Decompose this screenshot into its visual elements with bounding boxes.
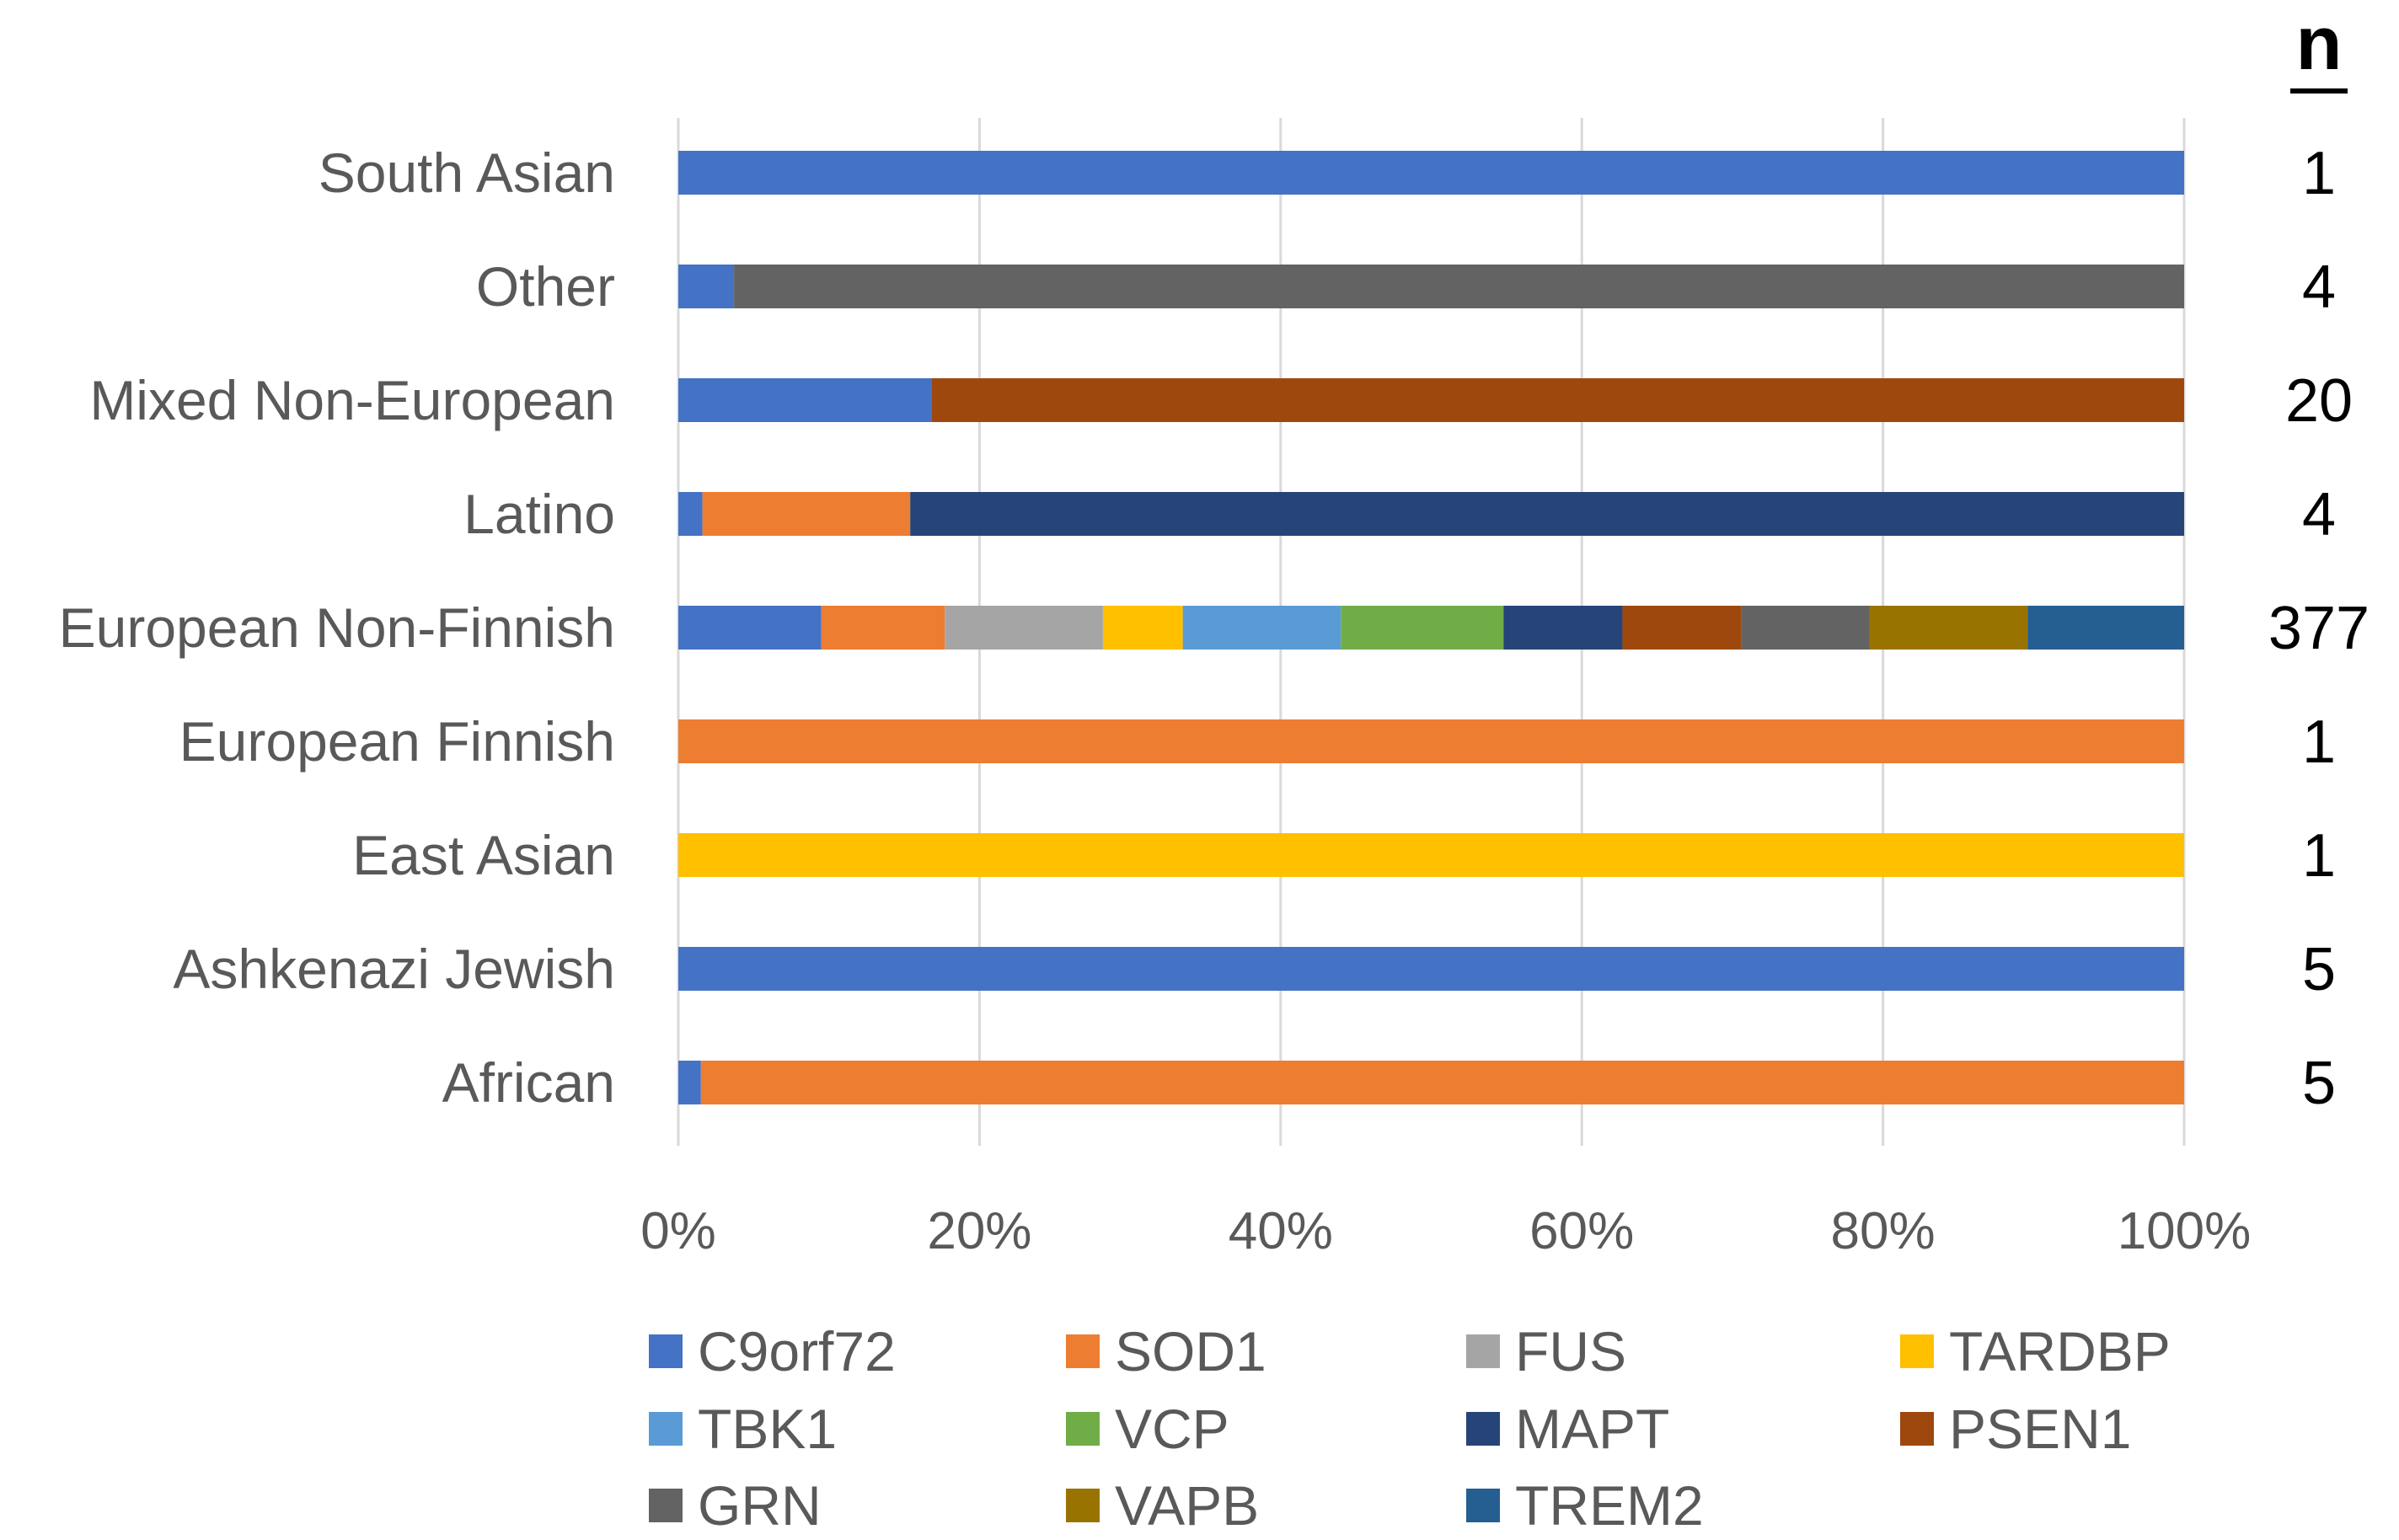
bar-european-non-finnish-tbk1 — [1182, 606, 1341, 650]
legend-swatch-mapt — [1466, 1412, 1500, 1446]
category-label-ashkenazi-jewish: Ashkenazi Jewish — [173, 938, 615, 1000]
bar-latino-sod1 — [702, 492, 911, 536]
bar-european-finnish-sod1 — [678, 719, 2184, 763]
category-label-mixed-non-european: Mixed Non-European — [89, 369, 615, 431]
bar-ashkenazi-jewish-c9orf72 — [678, 947, 2184, 991]
legend-swatch-tbk1 — [649, 1412, 683, 1446]
legend-label-tardbp: TARDBP — [1949, 1320, 2171, 1382]
bar-european-non-finnish-vapb — [1869, 606, 2028, 650]
x-tick-label: 40% — [1229, 1202, 1333, 1260]
labels-layer: South Asian Other Mixed Non-European Latino… — [59, 142, 615, 1114]
bar-european-non-finnish-fus — [945, 606, 1103, 650]
legend-swatch-grn — [649, 1489, 683, 1522]
legend-swatch-fus — [1466, 1334, 1500, 1368]
legend: C9orf72 SOD1 FUS TARDBP TBK1 VCP MAPT PSEN1 GRN V… — [649, 1320, 2171, 1537]
n-value-european-non-finnish: 377 — [2268, 595, 2370, 662]
n-value-ashkenazi-jewish: 5 — [2302, 936, 2336, 1003]
bar-european-non-finnish-vcp — [1341, 606, 1504, 650]
legend-swatch-vcp — [1066, 1412, 1100, 1446]
legend-label-fus: FUS — [1515, 1320, 1626, 1382]
legend-label-vcp: VCP — [1115, 1398, 1229, 1460]
n-value-east-asian: 1 — [2302, 822, 2336, 890]
legend-label-tbk1: TBK1 — [698, 1398, 837, 1460]
category-label-european-finnish: European Finnish — [179, 710, 615, 773]
n-column: 1 4 20 4 377 1 1 5 5 n — [2268, 2, 2370, 1117]
bar-african-sod1 — [700, 1061, 2185, 1104]
bar-african-c9orf72 — [678, 1061, 701, 1104]
x-tick-label: 100% — [2118, 1202, 2252, 1260]
x-tick-label: 60% — [1529, 1202, 1634, 1260]
bar-east-asian-tardbp — [678, 833, 2184, 877]
category-label-african: African — [442, 1051, 615, 1114]
n-column-header: n — [2296, 2, 2343, 86]
bar-european-non-finnish-c9orf72 — [678, 606, 822, 650]
n-value-south-asian: 1 — [2302, 140, 2336, 207]
legend-swatch-psen1 — [1900, 1412, 1934, 1446]
legend-swatch-c9orf72 — [649, 1334, 683, 1368]
legend-label-grn: GRN — [698, 1474, 822, 1537]
bar-latino-c9orf72 — [678, 492, 703, 536]
x-tick-label: 0% — [640, 1202, 716, 1260]
n-value-european-finnish: 1 — [2302, 709, 2336, 776]
legend-swatch-sod1 — [1066, 1334, 1100, 1368]
legend-label-trem2: TREM2 — [1515, 1474, 1704, 1537]
bar-european-non-finnish-psen1 — [1622, 606, 1742, 650]
bar-other-grn — [734, 265, 2184, 308]
category-label-european-non-finnish: European Non-Finnish — [59, 596, 615, 659]
legend-label-vapb: VAPB — [1115, 1474, 1259, 1537]
legend-label-psen1: PSEN1 — [1949, 1398, 2131, 1460]
x-tick-label: 20% — [927, 1202, 1031, 1260]
bar-european-non-finnish-tardbp — [1102, 606, 1183, 650]
legend-label-sod1: SOD1 — [1115, 1320, 1266, 1382]
category-label-latino: Latino — [463, 483, 615, 545]
n-value-other: 4 — [2302, 254, 2336, 321]
n-value-latino: 4 — [2302, 481, 2336, 548]
legend-swatch-tardbp — [1900, 1334, 1934, 1368]
legend-label-c9orf72: C9orf72 — [698, 1320, 896, 1382]
x-tick-label: 80% — [1831, 1202, 1936, 1260]
bar-european-non-finnish-sod1 — [821, 606, 945, 650]
legend-swatch-trem2 — [1466, 1489, 1500, 1522]
legend-label-mapt: MAPT — [1515, 1398, 1669, 1460]
bars-layer — [678, 151, 2185, 1104]
bar-south-asian-c9orf72 — [678, 151, 2184, 195]
legend-swatch-vapb — [1066, 1489, 1100, 1522]
category-label-other: Other — [476, 255, 615, 318]
n-value-african: 5 — [2302, 1050, 2336, 1117]
bar-other-c9orf72 — [678, 265, 735, 308]
bar-mixed-non-european-c9orf72 — [678, 378, 932, 422]
bar-mixed-non-european-psen1 — [931, 378, 2184, 422]
category-label-south-asian: South Asian — [319, 142, 615, 204]
bar-european-non-finnish-trem2 — [2027, 606, 2184, 650]
bar-european-non-finnish-grn — [1741, 606, 1870, 650]
bar-european-non-finnish-mapt — [1503, 606, 1623, 650]
category-label-east-asian: East Asian — [352, 824, 615, 886]
bar-latino-mapt — [910, 492, 2184, 536]
n-value-mixed-non-european: 20 — [2285, 367, 2353, 435]
